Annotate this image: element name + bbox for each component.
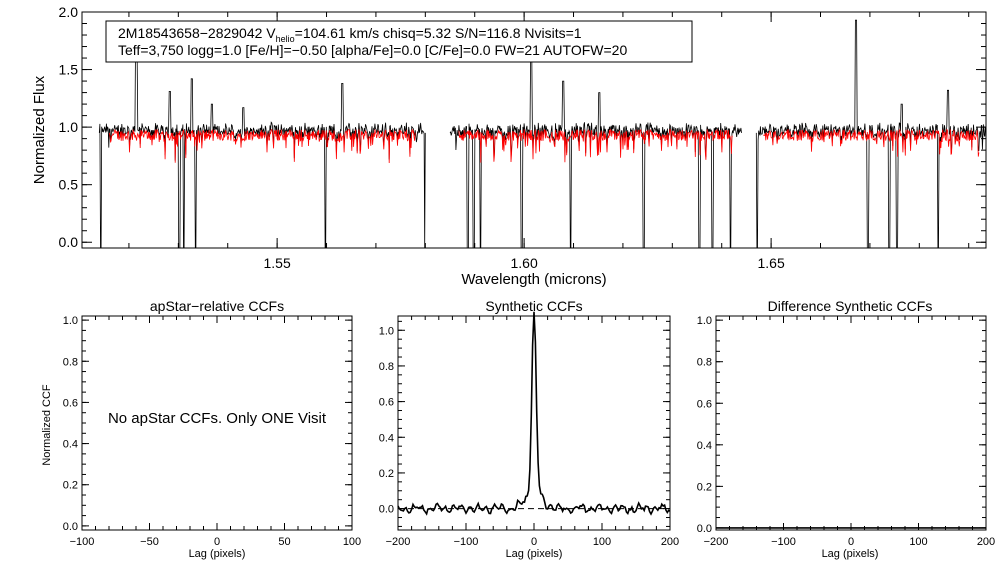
apstar-ccf-ticks-y-tick-label: 0.4 bbox=[63, 439, 78, 451]
apstar-ccf-ticks-x-tick-label: −100 bbox=[70, 536, 95, 548]
difference-ccf-plot-frame bbox=[715, 315, 987, 531]
synthetic-ccf-x-axis-label: Lag (pixels) bbox=[506, 548, 563, 560]
apstar-ccf-x-axis-label: Lag (pixels) bbox=[189, 548, 246, 560]
spectrum-model-line bbox=[458, 128, 733, 163]
apstar-ccf-ticks-y-tick-label: 1.0 bbox=[63, 315, 78, 327]
synthetic-ccf-line bbox=[397, 311, 671, 516]
apstar-ccf-title: apStar−relative CCFs bbox=[150, 298, 284, 314]
spectrum-y-axis-label: Normalized Flux bbox=[31, 75, 48, 184]
synthetic-ccf-series bbox=[397, 311, 671, 516]
difference-ccf-ticks-x-tick-label: 100 bbox=[909, 536, 927, 548]
apstar-ccf-ticks-y-tick-label: 0.0 bbox=[63, 521, 78, 533]
apstar-ccf-ticks-y-tick-label: 0.8 bbox=[63, 356, 78, 368]
synthetic-ccf-ticks-x-tick-label: 0 bbox=[531, 536, 537, 548]
spectrum-observed-line bbox=[98, 61, 426, 249]
spectrum-ticks-y-tick-label: 0.5 bbox=[59, 177, 79, 193]
no-ccf-message: No apStar CCFs. Only ONE Visit bbox=[108, 410, 327, 427]
difference-ccf-ticks-y-tick-label: 0.6 bbox=[697, 398, 712, 410]
apstar-ccf-ticks-x-tick-label: 50 bbox=[278, 536, 290, 548]
spectrum-x-axis-label: Wavelength (microns) bbox=[461, 271, 606, 288]
spectrum-panel: 1.55 1.60 1.65 0.0 0.5 1.0 1.5 2.0 2M18543658−2… bbox=[31, 4, 987, 288]
synthetic-ccf-title: Synthetic CCFs bbox=[485, 298, 582, 314]
synthetic-ccf-panel: Synthetic CCFs −200 −100 0 100 200 0.0 0.2 0.4 0… bbox=[379, 298, 679, 560]
synthetic-ccf-plot-frame bbox=[397, 315, 671, 531]
spectrum-series bbox=[98, 19, 987, 249]
info-box-line-2: Teff=3,750 logg=1.0 [Fe/H]=−0.50 [alpha/… bbox=[118, 42, 627, 58]
synthetic-ccf-ticks: −200 −100 0 100 200 0.0 0.2 0.4 0.6 0.8 1.0 bbox=[379, 316, 679, 548]
synthetic-ccf-ticks-x-tick-label: −200 bbox=[386, 536, 411, 548]
synthetic-ccf-ticks-x-tick-label: 200 bbox=[661, 536, 679, 548]
difference-ccf-ticks-y-tick-label: 0.0 bbox=[697, 523, 712, 535]
spectrum-ticks-x-tick-label: 1.65 bbox=[757, 255, 784, 271]
apstar-ccf-ticks-x-tick-label: 100 bbox=[343, 536, 361, 548]
apstar-ccf-ticks: −100 −50 0 50 100 0.0 0.2 0.4 0.6 0.8 1.0 bbox=[63, 315, 361, 548]
difference-ccf-panel: Difference Synthetic CCFs −200 −100 0 100 20… bbox=[697, 298, 995, 560]
difference-ccf-ticks-x-tick-label: 200 bbox=[977, 536, 995, 548]
difference-ccf-ticks: −200 −100 0 100 200 0.0 0.2 0.4 0.6 0.8 1.0 bbox=[697, 315, 995, 548]
info-box-suffix: =104.61 km/s chisq=5.32 S/N=116.8 Nvisit… bbox=[295, 25, 582, 41]
apstar-ccf-panel: apStar−relative CCFs −100 −50 0 50 100 0.0 0.2… bbox=[41, 298, 361, 560]
spectrum-observed-line bbox=[449, 55, 742, 249]
apstar-ccf-y-axis-label: Normalized CCF bbox=[41, 384, 53, 466]
synthetic-ccf-ticks-y-tick-label: 0.2 bbox=[379, 468, 394, 480]
difference-ccf-title: Difference Synthetic CCFs bbox=[768, 298, 933, 314]
difference-ccf-x-axis-label: Lag (pixels) bbox=[822, 548, 879, 560]
synthetic-ccf-ticks-y-tick-label: 1.0 bbox=[379, 325, 394, 337]
apstar-ccf-ticks-y-tick-label: 0.2 bbox=[63, 480, 78, 492]
spectrum-plot-frame bbox=[81, 11, 987, 249]
difference-ccf-ticks-x-tick-label: 0 bbox=[848, 536, 854, 548]
spectrum-ticks-y-tick-label: 2.0 bbox=[59, 4, 79, 20]
synthetic-ccf-ticks-y-tick-label: 0.6 bbox=[379, 397, 394, 409]
synthetic-ccf-ticks-x-tick-label: −100 bbox=[454, 536, 479, 548]
difference-ccf-ticks-x-tick-label: −200 bbox=[704, 536, 729, 548]
info-box-line-1: 2M18543658−2829042 Vhelio=104.61 km/s ch… bbox=[118, 25, 582, 44]
difference-ccf-ticks-y-tick-label: 0.8 bbox=[697, 357, 712, 369]
difference-ccf-ticks-x-tick-label: −100 bbox=[771, 536, 796, 548]
apstar-ccf-ticks-x-tick-label: 0 bbox=[214, 536, 220, 548]
spectrum-ticks: 1.55 1.60 1.65 0.0 0.5 1.0 1.5 2.0 bbox=[59, 4, 986, 271]
spectrum-model-line bbox=[763, 128, 980, 157]
spectrum-ticks-y-tick-label: 1.0 bbox=[59, 119, 79, 135]
info-box-prefix: 2M18543658−2829042 V bbox=[118, 25, 276, 41]
apstar-ccf-ticks-y-tick-label: 0.6 bbox=[63, 397, 78, 409]
synthetic-ccf-ticks-x-tick-label: 100 bbox=[593, 536, 611, 548]
spectrum-ticks-x-tick-label: 1.60 bbox=[510, 255, 537, 271]
difference-ccf-ticks-y-tick-label: 1.0 bbox=[697, 315, 712, 327]
difference-ccf-ticks-y-tick-label: 0.2 bbox=[697, 481, 712, 493]
spectrum-ticks-y-tick-label: 1.5 bbox=[59, 62, 79, 78]
synthetic-ccf-ticks-y-tick-label: 0.8 bbox=[379, 361, 394, 373]
spectrum-observed-line bbox=[755, 19, 987, 249]
info-box-subscript: helio bbox=[276, 34, 295, 44]
info-box bbox=[105, 20, 693, 63]
spectrum-model-line bbox=[109, 128, 416, 164]
spectrum-ticks-x-tick-label: 1.55 bbox=[264, 255, 291, 271]
synthetic-ccf-ticks-y-tick-label: 0.4 bbox=[379, 432, 394, 444]
difference-ccf-ticks-y-tick-label: 0.4 bbox=[697, 440, 712, 452]
apstar-ccf-ticks-x-tick-label: −50 bbox=[140, 536, 159, 548]
synthetic-ccf-ticks-y-tick-label: 0.0 bbox=[379, 504, 394, 516]
spectrum-ticks-y-tick-label: 0.0 bbox=[59, 234, 79, 250]
